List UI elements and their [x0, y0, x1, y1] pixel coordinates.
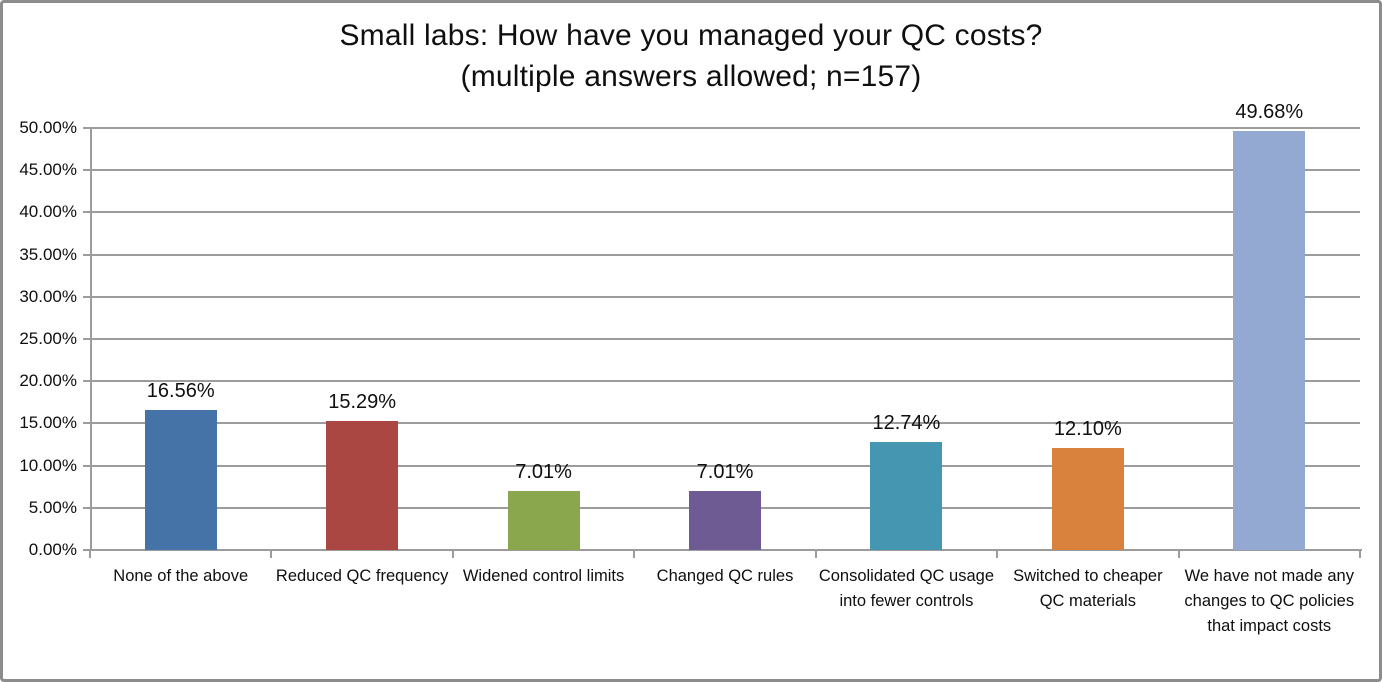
y-gridline: [90, 127, 1360, 129]
bar-value-label: 15.29%: [328, 390, 397, 413]
bar: [507, 490, 580, 550]
category-label: Consolidated QC usage into fewer control…: [818, 567, 995, 610]
chart-subtitle: (multiple answers allowed; n=157): [460, 60, 922, 93]
bar: [1233, 130, 1306, 550]
y-tick: [83, 211, 90, 214]
category-label: Widened control limits: [462, 567, 625, 585]
y-tick-label: 50.00%: [19, 118, 77, 137]
y-tick: [83, 169, 90, 172]
x-tick: [814, 550, 817, 558]
y-axis: [90, 128, 92, 550]
bar-value-label: 16.56%: [146, 380, 215, 403]
category-label: Switched to cheaper QC materials: [1013, 567, 1163, 610]
y-tick-label: 0.00%: [28, 540, 77, 559]
category-label: We have not made any changes to QC polic…: [1184, 567, 1355, 635]
y-tick-label: 20.00%: [19, 371, 77, 391]
y-gridline: [90, 338, 1360, 340]
category-label: Changed QC rules: [656, 567, 794, 585]
bar-value-label: 49.68%: [1235, 100, 1304, 123]
x-tick: [451, 550, 454, 558]
y-tick: [83, 338, 90, 340]
y-tick: [83, 295, 90, 298]
y-gridline: [90, 253, 1360, 256]
y-tick: [83, 253, 90, 256]
y-tick: [83, 464, 90, 467]
y-gridline: [90, 464, 1360, 467]
chart-title: Small labs: How have you managed your QC…: [339, 19, 1043, 52]
x-tick: [1177, 550, 1180, 558]
y-gridline: [90, 295, 1360, 298]
y-gridline: [90, 380, 1360, 383]
bar-value-label: 7.01%: [696, 460, 754, 483]
y-tick-label: 40.00%: [19, 202, 77, 222]
bar-value-label: 12.10%: [1053, 417, 1122, 440]
y-tick-label: 25.00%: [19, 329, 77, 348]
y-tick-label: 30.00%: [19, 286, 77, 306]
bar: [870, 442, 943, 550]
y-tick: [83, 506, 90, 509]
x-tick: [89, 550, 91, 558]
category-label: None of the above: [113, 567, 249, 585]
bar-value-label: 12.74%: [872, 412, 941, 435]
x-tick: [633, 550, 636, 558]
bar: [326, 420, 399, 550]
y-tick-label: 45.00%: [19, 160, 77, 180]
y-tick-label: 10.00%: [19, 455, 77, 475]
x-tick: [996, 550, 999, 558]
y-tick: [83, 127, 90, 129]
bar: [1051, 447, 1124, 550]
y-tick-label: 5.00%: [28, 497, 77, 517]
y-gridline: [90, 169, 1360, 172]
bar-value-label: 7.01%: [515, 460, 572, 483]
y-gridline: [90, 422, 1360, 425]
x-axis: [90, 549, 1362, 551]
y-tick: [83, 549, 90, 551]
y-tick: [83, 422, 90, 425]
bar: [689, 490, 761, 550]
y-tick-label: 15.00%: [19, 413, 77, 433]
y-gridline: [90, 211, 1360, 214]
x-tick: [1359, 550, 1361, 558]
y-tick-label: 35.00%: [19, 244, 77, 264]
bar: [144, 410, 217, 550]
category-label: Reduced QC frequency: [275, 567, 449, 585]
y-tick: [83, 380, 90, 383]
x-tick: [270, 550, 273, 558]
